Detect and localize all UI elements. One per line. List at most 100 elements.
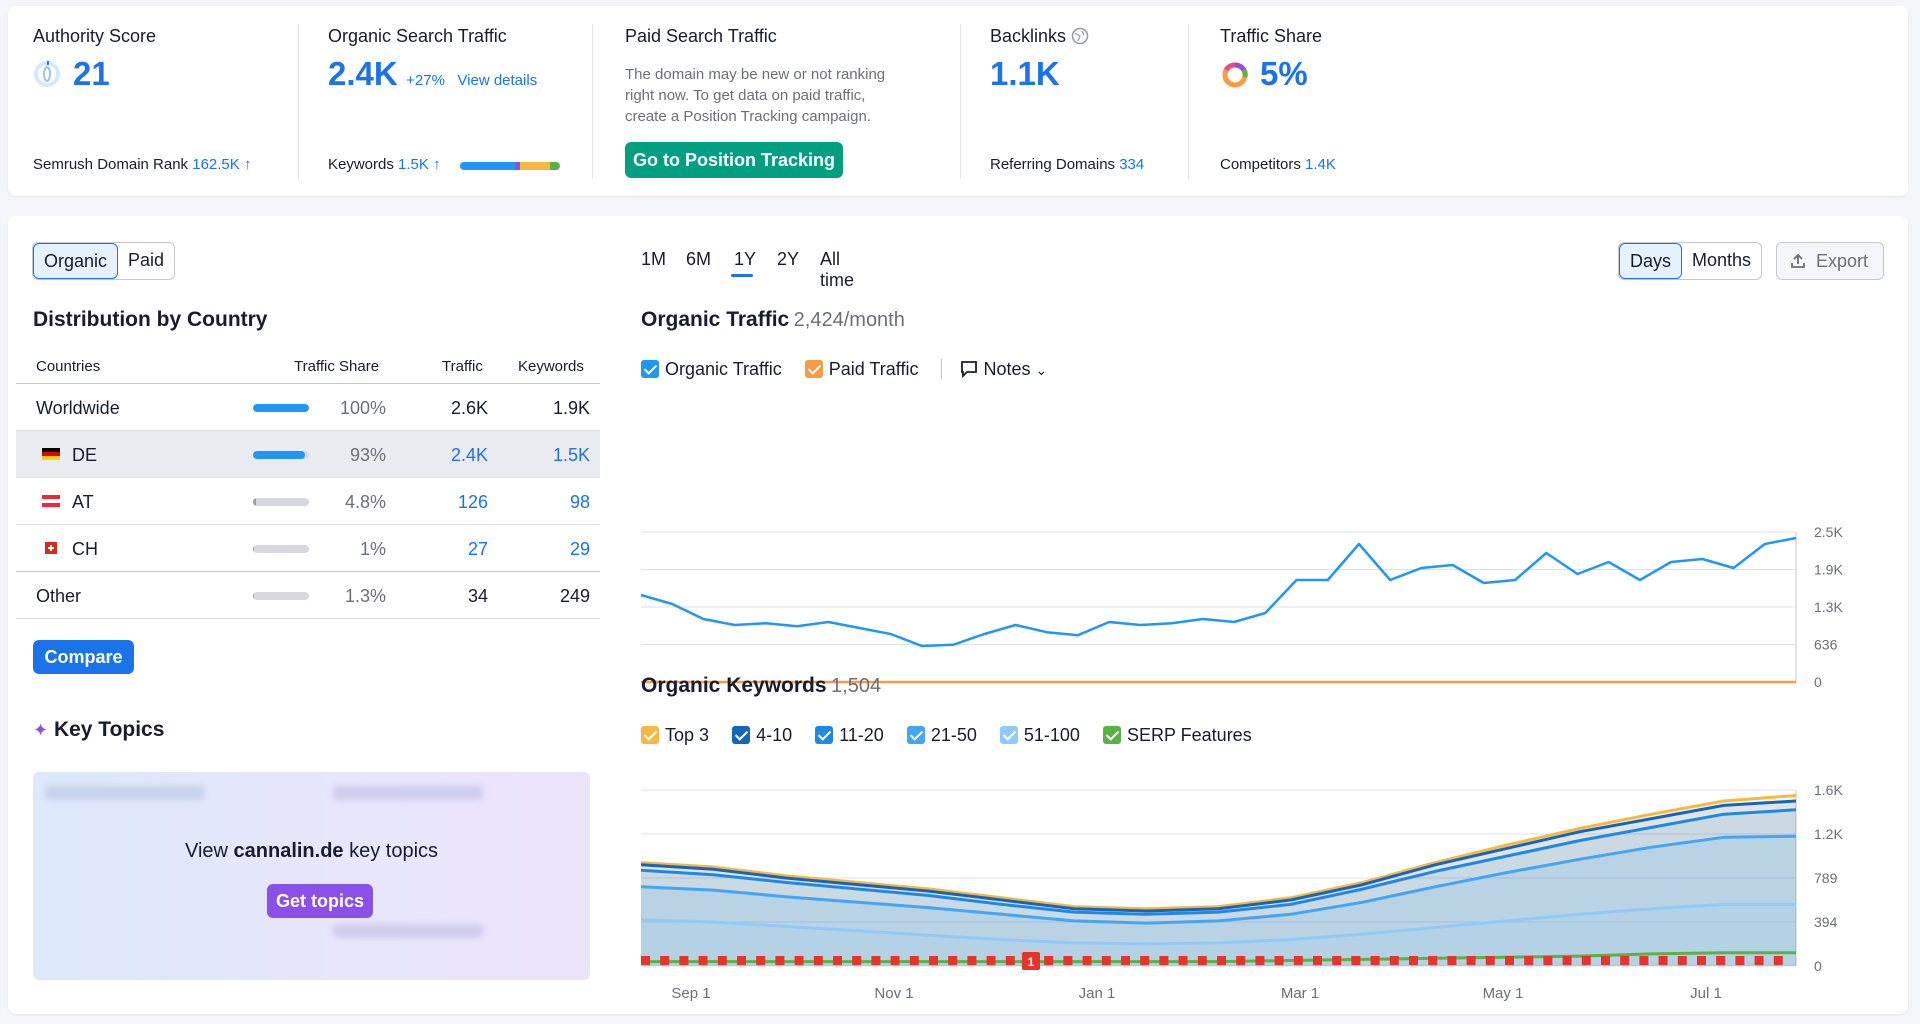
- series-line-organic-traffic[interactable]: [640, 536, 1797, 648]
- serp-flag-marker[interactable]: [909, 956, 919, 965]
- serp-flag-marker[interactable]: [1351, 956, 1361, 965]
- table-row-worldwide[interactable]: Worldwide 100% 2.6K 1.9K: [16, 384, 600, 431]
- paid-toggle[interactable]: Paid: [128, 250, 165, 270]
- view-details-link[interactable]: View details: [457, 72, 538, 89]
- serp-flag-marker[interactable]: [1140, 956, 1150, 965]
- traffic-value[interactable]: 27: [467, 539, 488, 559]
- checkbox-icon[interactable]: [732, 726, 751, 744]
- checkbox-icon[interactable]: [906, 726, 925, 744]
- keywords-value[interactable]: 1.5K: [398, 156, 429, 173]
- granularity-toggle[interactable]: Days Months: [1618, 242, 1763, 280]
- serp-flag-marker[interactable]: [1505, 956, 1514, 965]
- serp-flag-marker[interactable]: [1677, 956, 1687, 965]
- serp-flag-marker[interactable]: [871, 956, 881, 965]
- serp-flag-marker[interactable]: [1697, 956, 1706, 965]
- organic-traffic-value[interactable]: 2.4K: [328, 55, 398, 92]
- serp-flag-marker[interactable]: [1332, 956, 1342, 965]
- checkbox-icon[interactable]: [1102, 726, 1121, 744]
- serp-flag-marker[interactable]: [1197, 956, 1207, 965]
- serp-flag-marker[interactable]: [756, 956, 766, 965]
- legend-organic-traffic[interactable]: Organic Traffic: [641, 359, 782, 379]
- serp-flag-marker[interactable]: [1620, 956, 1630, 965]
- serp-flag-marker[interactable]: [852, 956, 862, 965]
- serp-flag-marker[interactable]: [1562, 956, 1572, 965]
- series-line-top-3[interactable]: [640, 794, 1797, 911]
- serp-flag-marker[interactable]: [1370, 956, 1380, 965]
- serp-flag-marker[interactable]: [1428, 956, 1438, 965]
- serp-flag-marker[interactable]: [1543, 956, 1553, 965]
- serp-flag-marker[interactable]: [1754, 956, 1764, 965]
- serp-flag-marker[interactable]: [1313, 956, 1322, 965]
- serp-flag-marker[interactable]: [890, 956, 900, 965]
- domain-rank-value[interactable]: 162.5K: [192, 156, 240, 173]
- checkbox-icon[interactable]: [804, 360, 823, 378]
- serp-flag-marker[interactable]: [948, 956, 958, 965]
- serp-flag-marker[interactable]: [1524, 956, 1534, 965]
- serp-flag-marker[interactable]: [833, 956, 842, 965]
- traffic-value[interactable]: 126: [457, 492, 488, 512]
- serp-flag-marker[interactable]: [1082, 956, 1092, 965]
- keywords-value[interactable]: 1.5K: [552, 445, 590, 465]
- days-toggle[interactable]: Days: [1619, 243, 1683, 279]
- table-row-de[interactable]: DE 93% 2.4K 1.5K: [16, 431, 600, 478]
- compare-button[interactable]: Compare: [33, 640, 134, 674]
- serp-flag-marker[interactable]: [1178, 956, 1188, 965]
- backlinks-value[interactable]: 1.1K: [990, 55, 1060, 92]
- period-2y[interactable]: 2Y: [777, 249, 800, 269]
- checkbox-icon[interactable]: [999, 726, 1018, 744]
- serp-flag-marker[interactable]: [1639, 956, 1649, 965]
- serp-flag-marker[interactable]: [1773, 956, 1783, 965]
- serp-flag-marker[interactable]: [1217, 956, 1226, 965]
- serp-flag-marker[interactable]: [1044, 956, 1054, 965]
- organic-keywords-chart[interactable]: 0 394 789 1.2K 1.6K Sep 1 Nov 1 Jan 1 Mar 1 May 1…: [608, 766, 1908, 1006]
- serp-flag-marker[interactable]: [660, 956, 670, 965]
- keywords-value[interactable]: 98: [569, 492, 590, 512]
- legend-serp-features[interactable]: SERP Features: [1102, 725, 1252, 745]
- legend-11-20[interactable]: 11-20: [815, 725, 884, 745]
- serp-flag-marker[interactable]: [1121, 956, 1130, 965]
- series-line-21-50[interactable]: [640, 834, 1797, 925]
- serp-flag-marker[interactable]: [967, 956, 977, 965]
- serp-flag-marker[interactable]: [1293, 956, 1303, 965]
- checkbox-icon[interactable]: [641, 360, 659, 378]
- header-traffic[interactable]: Traffic: [442, 358, 483, 375]
- period-6m[interactable]: 6M: [686, 249, 712, 269]
- legend-top3[interactable]: Top 3: [641, 725, 709, 745]
- header-traffic-share[interactable]: Traffic Share: [294, 358, 380, 375]
- notes-dropdown[interactable]: Notes ⌄: [941, 359, 1048, 379]
- competitors-value[interactable]: 1.4K: [1305, 156, 1336, 173]
- checkbox-icon[interactable]: [815, 726, 834, 744]
- serp-flag-marker[interactable]: [1658, 956, 1668, 965]
- authority-score-value[interactable]: 21: [73, 55, 110, 92]
- legend-paid-traffic[interactable]: Paid Traffic: [804, 359, 918, 379]
- serp-flag-marker[interactable]: [1601, 956, 1610, 965]
- series-line-11-20[interactable]: [640, 808, 1797, 916]
- serp-flag-marker[interactable]: [698, 956, 708, 965]
- serp-flag-marker[interactable]: [1236, 956, 1246, 965]
- organic-toggle[interactable]: Organic: [33, 243, 119, 279]
- series-line-51-100[interactable]: [640, 902, 1796, 946]
- traffic-share-value[interactable]: 5%: [1260, 55, 1308, 92]
- serp-flag-marker[interactable]: [986, 956, 996, 965]
- serp-flag-marker[interactable]: [1389, 956, 1399, 965]
- serp-flag-marker[interactable]: [1159, 956, 1169, 965]
- legend-51-100[interactable]: 51-100: [999, 725, 1080, 745]
- serp-flag-marker[interactable]: [1255, 956, 1265, 965]
- serp-flag-marker[interactable]: [813, 956, 823, 965]
- serp-flag-marker[interactable]: [1716, 956, 1726, 965]
- serp-flag-marker[interactable]: [1063, 956, 1073, 965]
- get-topics-button[interactable]: Get topics: [267, 884, 373, 918]
- serp-flag-marker[interactable]: [1485, 956, 1495, 965]
- period-1y[interactable]: 1Y: [734, 249, 757, 269]
- serp-flag-marker[interactable]: [679, 956, 689, 965]
- serp-flag-marker[interactable]: [1409, 956, 1418, 965]
- serp-flag-marker[interactable]: [641, 956, 650, 965]
- note-marker[interactable]: [1022, 952, 1040, 970]
- serp-flag-marker[interactable]: [1447, 956, 1457, 965]
- referring-domains-value[interactable]: 334: [1119, 156, 1145, 173]
- serp-flag-marker[interactable]: [775, 956, 785, 965]
- serp-flag-marker[interactable]: [737, 956, 746, 965]
- serp-flag-marker[interactable]: [929, 956, 938, 965]
- traffic-value[interactable]: 2.4K: [450, 445, 488, 465]
